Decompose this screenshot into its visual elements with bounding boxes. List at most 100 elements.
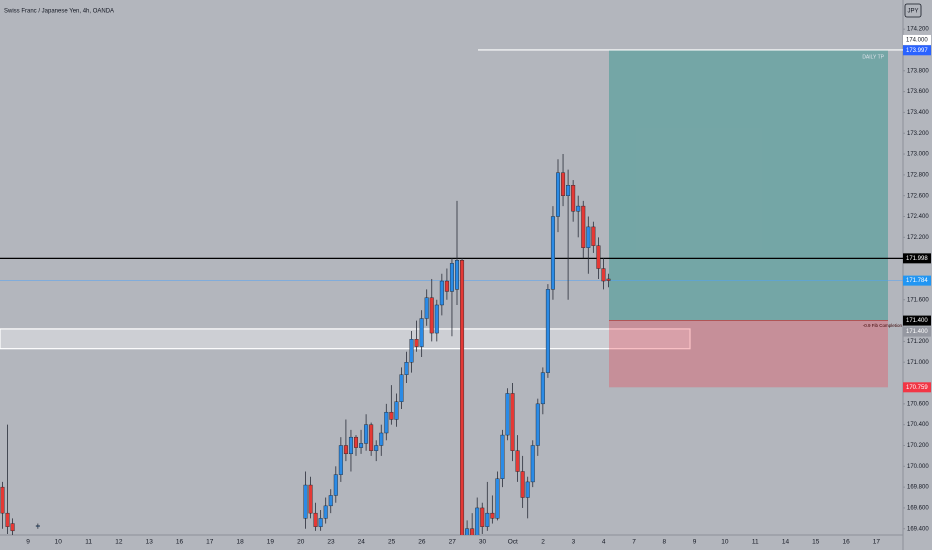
candle-body <box>313 512 318 527</box>
candle-body <box>596 245 601 269</box>
candle-body <box>35 525 40 527</box>
price-tag-label: 171.784 <box>906 278 928 284</box>
x-tick-label: 11 <box>752 539 759 546</box>
y-tick-label: 172.400 <box>907 214 929 220</box>
x-tick-label: 8 <box>662 539 666 546</box>
candle-body <box>561 172 566 196</box>
price-tag <box>903 382 931 393</box>
y-tick-label: 169.400 <box>907 526 929 532</box>
candle-body <box>308 484 313 514</box>
candle-body <box>460 260 465 535</box>
x-tick-label: 14 <box>782 539 790 546</box>
candle-body <box>328 495 333 507</box>
x-tick-label: 12 <box>115 539 123 546</box>
candle-body <box>556 172 561 217</box>
y-tick-label: 169.600 <box>907 506 929 512</box>
candle-body <box>550 216 555 290</box>
y-tick-label: 170.400 <box>907 422 929 428</box>
y-tick-label: 169.800 <box>907 485 929 491</box>
candle-body <box>0 486 5 514</box>
y-tick-label: 172.200 <box>907 235 929 241</box>
candle-body <box>525 481 530 498</box>
x-tick-label: 26 <box>418 539 426 546</box>
candle-body <box>455 260 460 290</box>
y-tick-label: 173.600 <box>907 89 929 95</box>
x-tick-label: 17 <box>206 539 214 546</box>
candle-body <box>434 304 439 334</box>
y-tick-label: 170.600 <box>907 401 929 407</box>
price-tag-label: 170.759 <box>906 385 928 391</box>
candle-body <box>495 478 500 519</box>
x-tick-label: 3 <box>572 539 576 546</box>
x-tick-label: 23 <box>327 539 335 546</box>
candle-body <box>480 507 485 527</box>
price-tag-label: 171.400 <box>906 329 928 335</box>
price-tag <box>903 253 931 264</box>
candle-body <box>323 505 328 519</box>
price-tag <box>903 45 931 56</box>
x-tick-label: 15 <box>812 539 820 546</box>
candle-body <box>601 268 606 282</box>
price-tag-label: 171.998 <box>906 256 928 262</box>
candle-body <box>10 523 15 532</box>
x-tick-label: 30 <box>479 539 487 546</box>
entry-label: -0.9 Fib Completion <box>863 323 903 328</box>
plot-area <box>0 49 903 535</box>
price-tag <box>903 326 931 337</box>
y-tick-label: 173.200 <box>907 131 929 137</box>
loss-zone <box>609 320 888 388</box>
candle-body <box>566 185 571 196</box>
currency-box[interactable] <box>904 3 922 18</box>
y-tick-label: 174.200 <box>907 27 929 33</box>
candle-body <box>343 445 348 455</box>
y-tick-label: 170.200 <box>907 443 929 449</box>
y-tick-label: 173.000 <box>907 152 929 158</box>
profit-zone <box>609 50 888 321</box>
candle-body <box>424 297 429 319</box>
y-tick-label: 173.800 <box>907 68 929 74</box>
zone <box>0 328 691 350</box>
x-tick-label: 9 <box>693 539 697 546</box>
currency[interactable]: JPY <box>907 9 918 15</box>
candle-body <box>606 278 611 281</box>
y-tick-label: 171.000 <box>907 360 929 366</box>
x-tick-label: 27 <box>449 539 457 546</box>
x-tick-label: 7 <box>632 539 636 546</box>
candle-body <box>5 512 10 527</box>
candle-body <box>591 226 596 246</box>
x-tick-label: 9 <box>26 539 30 546</box>
candle-body <box>581 205 586 248</box>
candle-body <box>429 297 434 334</box>
candle-body <box>485 512 490 527</box>
candle-body <box>379 432 384 446</box>
candle-body <box>303 484 308 519</box>
price-tag <box>903 315 931 326</box>
candle-body <box>338 445 343 475</box>
candle-body <box>465 528 470 535</box>
candle-body <box>389 411 394 420</box>
y-tick-label: 171.200 <box>907 339 929 345</box>
candle-body <box>571 185 576 212</box>
candle-body <box>586 226 591 248</box>
x-tick-label: 19 <box>267 539 275 546</box>
x-tick-label: 25 <box>388 539 396 546</box>
y-tick-label: 173.400 <box>907 110 929 116</box>
candle-body <box>399 374 404 402</box>
candle-body <box>510 393 515 451</box>
x-tick-label: 18 <box>236 539 244 546</box>
y-tick-label: 172.600 <box>907 193 929 199</box>
y-tick-label: 170.000 <box>907 464 929 470</box>
candle-body <box>500 434 505 479</box>
candle-body <box>515 450 520 472</box>
candle-body <box>490 512 495 519</box>
candle-body <box>535 403 540 446</box>
price-tag <box>903 34 931 45</box>
x-tick-label: 20 <box>297 539 305 546</box>
candle-body <box>364 424 369 444</box>
price-tag-label: 171.400 <box>906 318 928 324</box>
candle-body <box>530 445 535 483</box>
x-tick-label: 4 <box>602 539 606 546</box>
candle-body <box>470 528 475 535</box>
